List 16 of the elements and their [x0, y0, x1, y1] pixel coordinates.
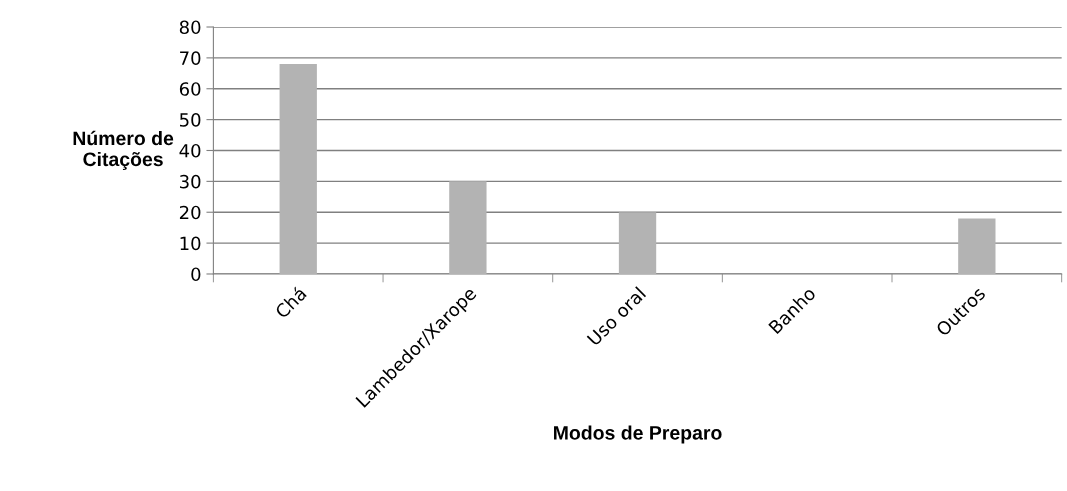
x-tick-label: Chá	[273, 285, 307, 320]
x-axis-title: Modos de Preparo	[554, 425, 722, 444]
bar	[618, 212, 657, 274]
y-tick-label: 30	[180, 174, 201, 189]
y-tick-label: 50	[180, 113, 201, 127]
bar	[449, 181, 487, 274]
y-tick-label: 10	[180, 236, 201, 251]
y-tick-label: 40	[179, 143, 201, 158]
bar	[958, 218, 996, 274]
y-axis-title: Número de Citações	[73, 130, 174, 171]
y-tick-label: 60	[179, 82, 201, 96]
y-tick-label: 20	[179, 205, 201, 220]
y-tick-label: 80	[179, 20, 201, 35]
y-tick-label: 0	[191, 267, 201, 282]
bar	[279, 64, 317, 274]
y-tick-label: 70	[180, 51, 201, 65]
